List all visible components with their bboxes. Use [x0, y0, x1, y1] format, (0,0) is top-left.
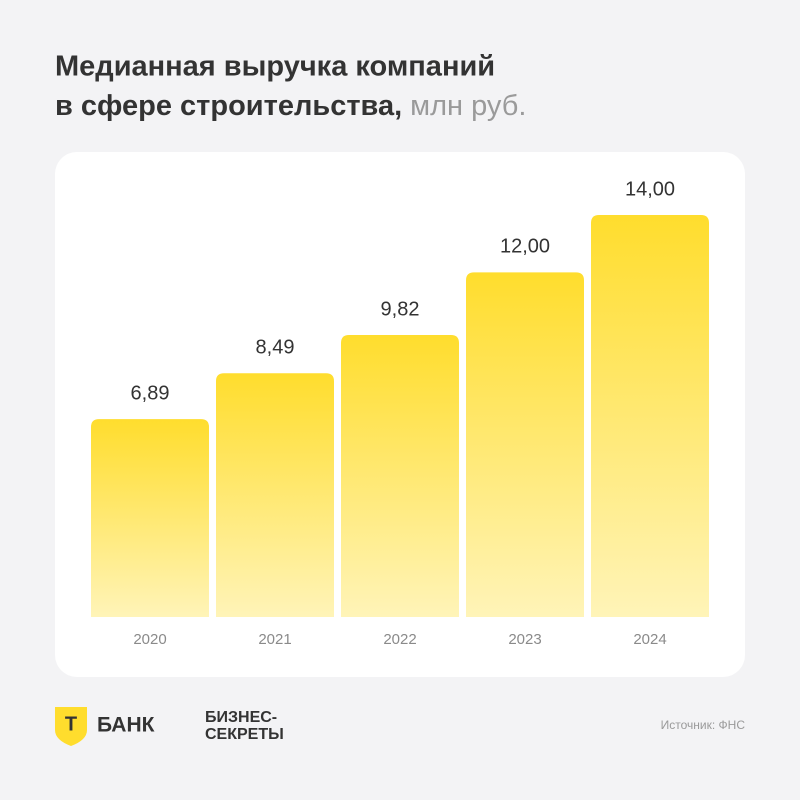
value-label: 6,89: [131, 382, 170, 404]
source: Источник: ФНС: [661, 718, 746, 732]
bar: [216, 373, 334, 617]
plot: 6,89 2020 8,49 2021 9,82 2022 12,00 2023 14,00 20…: [91, 178, 709, 648]
value-label: 12,00: [500, 236, 550, 258]
chart-title: в сфере строительства, млн руб.: [55, 90, 526, 122]
bar: [341, 335, 459, 617]
logo-mark: Т: [65, 713, 77, 735]
logo-shield: [55, 707, 87, 746]
logo-bank: БАНК: [97, 714, 155, 737]
chart-subtitle: млн руб.: [410, 90, 526, 122]
value-label: 9,82: [381, 298, 420, 320]
logo-partner: БИЗНЕС-: [205, 709, 277, 726]
x-tick-label: 2021: [258, 631, 291, 648]
value-label: 14,00: [625, 178, 675, 200]
x-tick-label: 2023: [508, 631, 541, 648]
value-label: 8,49: [256, 336, 295, 358]
x-tick-label: 2024: [633, 631, 666, 648]
chart-title-line: в сфере строительства,: [55, 90, 402, 122]
chart-title: Медианная выручка компаний: [55, 51, 495, 83]
x-tick-label: 2022: [383, 631, 416, 648]
logo-partner: СЕКРЕТЫ: [205, 726, 284, 743]
bar: [591, 215, 709, 617]
bar: [91, 419, 209, 617]
bar: [466, 272, 584, 617]
x-tick-label: 2020: [133, 631, 166, 648]
